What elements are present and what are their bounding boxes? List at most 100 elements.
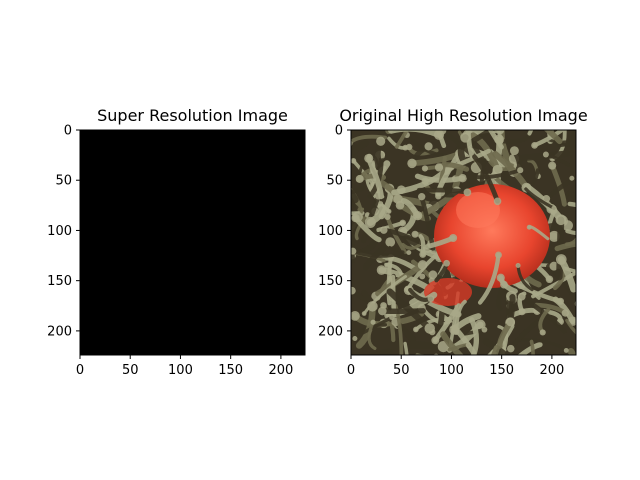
anemone-tentacle-tip xyxy=(411,230,419,238)
anemone-tentacle-tip xyxy=(376,265,387,275)
anemone-tentacle xyxy=(562,182,576,201)
anemone-tentacle xyxy=(565,229,576,236)
anemone-tentacle-tip xyxy=(548,230,560,242)
anemone-tentacle xyxy=(524,187,556,210)
y-tick-label-right-50: 50 xyxy=(326,174,343,189)
anemone-tentacle-tip xyxy=(549,261,559,271)
anemone-tentacle xyxy=(497,133,532,144)
anemone-tentacle-tip xyxy=(355,174,364,183)
anemone-tentacle-tip xyxy=(515,263,521,269)
anemone-tentacle-tip xyxy=(406,250,412,255)
anemone-tentacle-tip xyxy=(431,336,440,345)
super-resolution-image xyxy=(80,130,305,355)
axes-frame-right xyxy=(350,129,577,356)
y-tick-label-left-150: 150 xyxy=(47,274,72,289)
anemone-tentacle-tip xyxy=(463,188,472,197)
ticks-left: 0 50 100 150 200 0 50 100 150 200 xyxy=(47,124,293,379)
anemone-tentacle-tip xyxy=(507,344,515,353)
y-tick-label-left-50: 50 xyxy=(55,174,72,189)
anemone-tentacle xyxy=(519,294,567,334)
anemone-tentacle xyxy=(482,338,510,355)
y-tick-label-right-150: 150 xyxy=(318,274,343,289)
anemone-tentacle-tip xyxy=(364,153,374,163)
anemone-tentacle xyxy=(554,241,576,252)
anemone-tentacle-tip xyxy=(449,234,458,243)
x-tick-label-left-150: 150 xyxy=(218,363,243,378)
anemone-tentacle-tip xyxy=(481,326,488,333)
anemone-tentacle xyxy=(529,339,535,355)
anemone-tentacle xyxy=(351,201,359,210)
anemone-tentacle-tip xyxy=(351,157,357,164)
anemone-tentacle-tip xyxy=(492,164,503,175)
anemone-tentacle xyxy=(527,130,534,136)
anemone-tentacle-tip xyxy=(351,311,360,321)
anemone-tentacle xyxy=(514,338,568,352)
anemone-tentacle-tip xyxy=(419,250,427,258)
anemone-tentacle xyxy=(531,270,576,299)
anemone-tentacle xyxy=(490,344,500,355)
anemone-tentacle-tip xyxy=(407,158,417,169)
anemone-tentacle-tip xyxy=(378,306,387,316)
x-tick-label-left-200: 200 xyxy=(268,363,293,378)
anemone-tentacle xyxy=(472,154,500,204)
y-tick-label-right-200: 200 xyxy=(318,324,343,339)
anemone-tentacle-tip xyxy=(509,146,519,156)
anemone-tentacle-tip xyxy=(427,295,435,302)
anemone-tentacle-tip xyxy=(376,136,386,146)
anemone-tentacle-tip xyxy=(421,165,429,172)
anemone-tentacle-tip xyxy=(555,214,567,226)
anemone-tentacle-tip xyxy=(526,224,532,230)
anemone-tentacle-tip xyxy=(569,175,575,181)
x-tick-label-right-150: 150 xyxy=(489,363,514,378)
ticks-right: 0 50 100 150 200 0 50 100 150 200 xyxy=(318,124,564,379)
anemone-tentacle-tip xyxy=(413,326,419,333)
anemone-tentacle xyxy=(556,140,576,148)
x-tick-label-right-0: 0 xyxy=(347,363,355,378)
anemone-tentacle-tip xyxy=(443,259,450,267)
anemone-tentacle-tip xyxy=(449,324,460,335)
anemone-tentacle-tip xyxy=(563,347,569,353)
anemone-tentacle xyxy=(436,130,447,149)
anemone-tentacle xyxy=(403,341,409,355)
anemone-tentacle-tip xyxy=(351,286,356,295)
anemone-tentacle-tip xyxy=(555,254,567,265)
anemone-tentacle-tip xyxy=(380,226,388,234)
y-tick-label-left-200: 200 xyxy=(47,324,72,339)
anemone-tentacle-tip xyxy=(428,270,438,280)
anemone-tentacle xyxy=(351,248,405,258)
axes-frame-left xyxy=(79,129,306,356)
anemone-tentacle-tip xyxy=(493,197,502,206)
anemone-tentacle-tip xyxy=(352,336,358,342)
anemone-tentacle xyxy=(416,187,470,195)
anemone-tentacle xyxy=(543,177,576,202)
anemone-tentacle xyxy=(351,188,359,204)
anemone-tentacle-tip xyxy=(460,132,471,143)
anemone-tentacle xyxy=(496,130,503,141)
anemone-tentacle-tip xyxy=(361,311,367,316)
anemone-tentacle-tip xyxy=(517,167,524,174)
x-tick-label-left-100: 100 xyxy=(168,363,193,378)
anemone-tentacle-tip xyxy=(434,163,444,172)
subplot-title-original: Original High Resolution Image xyxy=(339,106,587,125)
anemone-tentacle xyxy=(351,139,370,159)
anemone-tentacle-tip xyxy=(399,219,407,227)
anemone-tentacle-tip xyxy=(418,193,426,201)
anemone-tentacle xyxy=(567,347,576,355)
anemone-tentacle-tip xyxy=(370,319,376,325)
x-tick-label-left-50: 50 xyxy=(122,363,139,378)
anemone-tentacle-tip xyxy=(406,143,413,151)
anemone-tentacle xyxy=(516,263,534,292)
anemone-tentacle-tip xyxy=(433,130,445,140)
y-tick-label-left-100: 100 xyxy=(47,224,72,239)
anemone-tentacle xyxy=(362,275,408,316)
x-tick-label-left-0: 0 xyxy=(76,363,84,378)
anemone-tentacle xyxy=(567,201,576,208)
anemone-tentacle-tip xyxy=(465,342,472,348)
anemone-tentacle xyxy=(367,320,377,350)
anemone-tentacle-tip xyxy=(351,213,360,223)
anemone-tentacle-tip xyxy=(506,317,516,327)
anemone-tentacle-tip xyxy=(351,247,357,255)
anemone-tentacle-tip xyxy=(542,151,549,158)
anemone-tentacle xyxy=(569,130,575,180)
anemone-tentacle-tip xyxy=(542,194,551,203)
